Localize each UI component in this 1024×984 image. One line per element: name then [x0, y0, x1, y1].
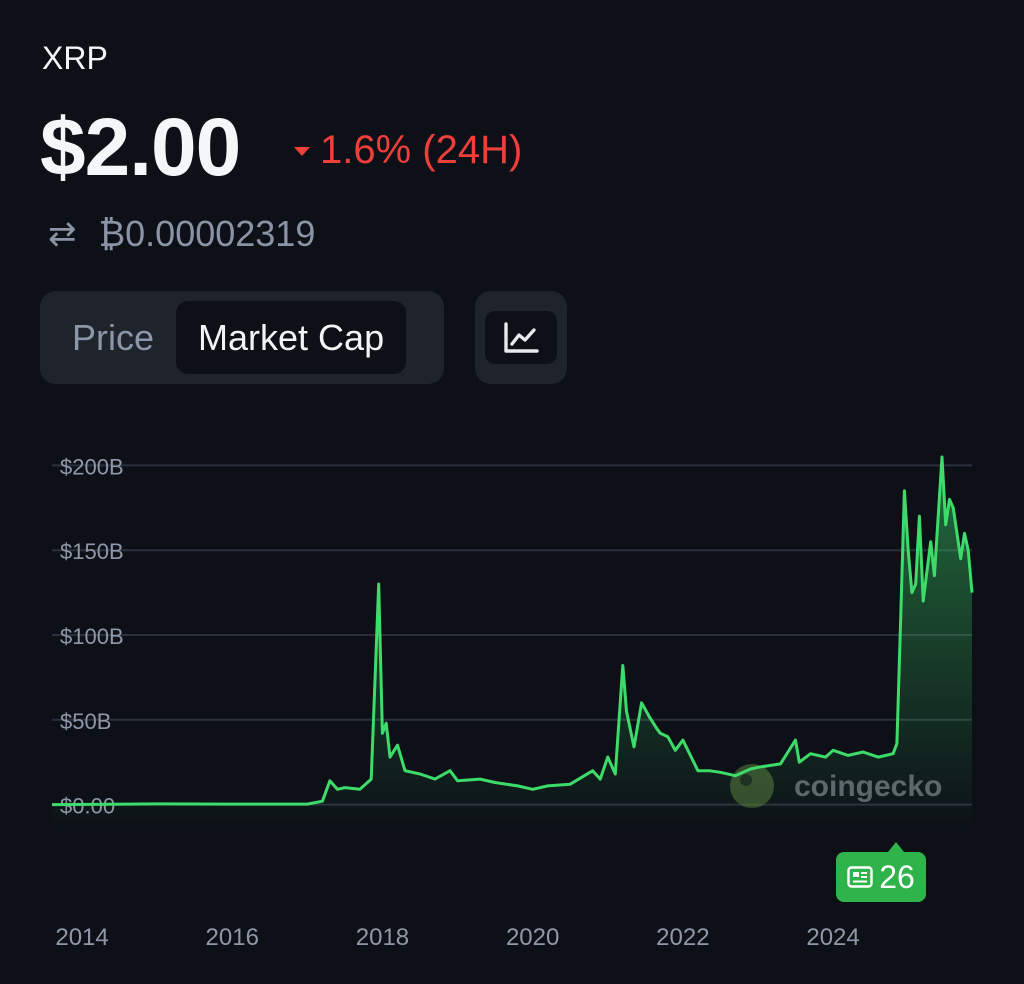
x-tick-label: 2022 — [656, 924, 709, 951]
line-chart-icon — [504, 321, 539, 353]
x-axis-labels: 2014 2016 2018 2020 2022 2024 — [55, 924, 859, 951]
chart-type-button[interactable] — [475, 291, 567, 384]
x-tick-label: 2018 — [356, 924, 409, 951]
x-tick-label: 2016 — [206, 924, 259, 951]
market-cap-chart: $0.00$50B$100B$150B$200B coingecko 20142… — [51, 454, 974, 951]
swap-arrows-icon: ⇄ — [48, 215, 77, 253]
chart-type-button-inner[interactable] — [485, 311, 557, 364]
y-tick-label: $150B — [60, 539, 124, 564]
y-axis-labels: $0.00$50B$100B$150B$200B — [60, 454, 124, 818]
chart-mode-tabs: Price Market Cap — [40, 291, 444, 384]
tab-market-cap[interactable]: Market Cap — [176, 301, 407, 374]
btc-price-row: ⇄ ₿0.00002319 — [48, 212, 315, 256]
x-tick-label: 2024 — [806, 924, 859, 951]
caret-down-icon — [294, 146, 310, 156]
coin-symbol: XRP — [42, 40, 108, 76]
tab-price[interactable]: Price — [72, 316, 155, 358]
price-change-24h: 1.6% (24H) — [294, 126, 522, 174]
x-tick-label: 2014 — [55, 924, 108, 951]
newspaper-icon — [847, 859, 873, 896]
y-tick-label: $100B — [60, 624, 124, 649]
btc-price: ₿0.00002319 — [98, 213, 316, 254]
news-count: 26 — [879, 858, 915, 895]
market-cap-line — [51, 455, 974, 807]
y-tick-label: $50B — [60, 709, 111, 734]
price-change-label: 1.6% (24H) — [320, 128, 523, 172]
coin-price: $2.00 — [40, 102, 241, 193]
market-cap-area — [52, 457, 972, 830]
y-tick-label: $200B — [60, 454, 124, 479]
news-badge[interactable]: 26 — [836, 842, 926, 902]
x-tick-label: 2020 — [506, 924, 559, 951]
